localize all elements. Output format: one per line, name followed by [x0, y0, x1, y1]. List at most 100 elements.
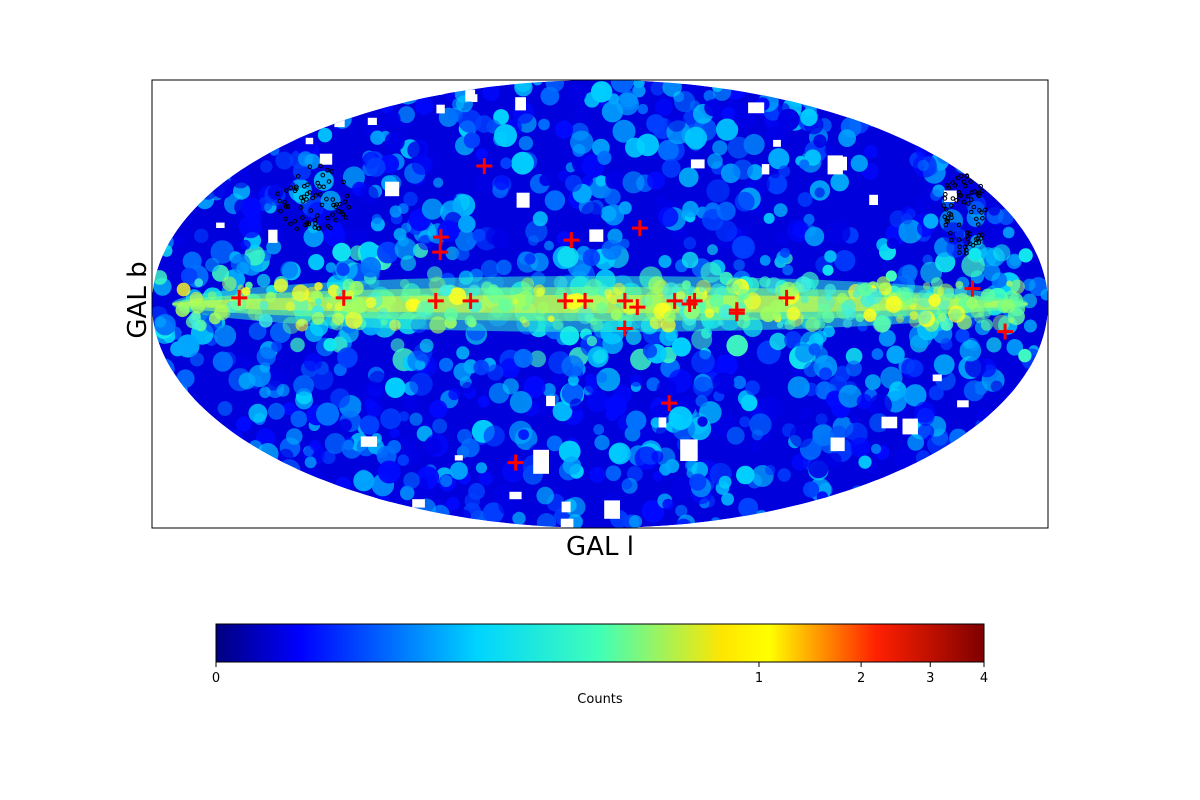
count-blob — [338, 418, 352, 433]
empty-pixel — [367, 117, 377, 125]
band-blob — [464, 315, 476, 327]
count-blob — [292, 162, 311, 181]
band-blob — [332, 312, 345, 326]
band-blob — [896, 315, 904, 324]
count-blob — [759, 255, 771, 266]
region-dot — [278, 208, 283, 214]
band-blob — [876, 276, 891, 290]
count-blob — [403, 191, 418, 207]
count-blob — [674, 91, 696, 113]
colorbar-tick-label: 4 — [980, 671, 988, 686]
region-dot — [307, 164, 313, 169]
count-blob — [259, 386, 271, 399]
count-blob — [556, 231, 572, 246]
band-blob — [552, 318, 564, 330]
count-blob — [804, 149, 821, 166]
count-blob — [751, 441, 763, 453]
count-blob — [275, 151, 294, 170]
count-blob — [267, 184, 284, 200]
count-blob — [389, 428, 400, 439]
region-dot — [964, 174, 970, 179]
region-dot — [942, 196, 948, 201]
count-blob — [706, 179, 730, 203]
region-dot — [288, 185, 294, 190]
region-dot — [976, 232, 982, 238]
count-blob — [212, 351, 233, 372]
source-marker — [666, 292, 683, 309]
count-blob — [876, 238, 890, 252]
band-blob — [521, 277, 535, 291]
count-blob — [482, 502, 504, 524]
region-dot — [304, 191, 310, 197]
count-blob — [732, 375, 747, 389]
count-blob — [605, 170, 625, 190]
x-axis-label: GAL l — [566, 532, 634, 562]
count-blob — [792, 222, 809, 238]
count-blob — [661, 159, 681, 178]
band-blob — [324, 293, 332, 302]
count-blob — [646, 377, 661, 392]
count-blob — [311, 367, 334, 391]
count-blob — [684, 126, 708, 150]
count-blob — [308, 254, 325, 271]
count-blob — [487, 364, 504, 381]
band-blob — [928, 294, 941, 307]
count-blob — [769, 166, 781, 179]
colorbar-tick-label: 0 — [212, 671, 220, 686]
region-dot — [325, 167, 330, 173]
count-blob — [988, 203, 1001, 216]
count-blob — [359, 415, 380, 435]
count-blob — [271, 341, 283, 352]
region-dot — [283, 204, 289, 209]
count-blob — [789, 424, 813, 448]
source-marker — [631, 220, 648, 237]
region-dot — [941, 203, 946, 208]
count-blob — [414, 359, 426, 371]
band-blob — [709, 294, 724, 308]
count-blob — [819, 367, 832, 381]
count-blob — [726, 426, 745, 445]
count-blob — [366, 401, 382, 417]
count-blob — [712, 372, 735, 395]
count-blob — [914, 196, 932, 214]
region-dot — [300, 199, 306, 204]
count-blob — [337, 347, 358, 368]
count-blob — [586, 390, 609, 413]
band-blob — [399, 279, 410, 289]
band-blob — [429, 316, 447, 334]
count-blob — [681, 251, 699, 269]
band-blob — [488, 284, 499, 295]
count-blob — [316, 402, 340, 426]
empty-pixel — [305, 137, 314, 145]
count-blob — [659, 328, 678, 347]
count-blob — [256, 273, 271, 288]
band-blob — [423, 304, 433, 315]
region-dot — [974, 216, 979, 222]
count-blob — [332, 242, 351, 262]
count-blob — [768, 148, 790, 170]
count-blob — [439, 357, 454, 372]
count-blob — [483, 425, 505, 447]
count-blob — [983, 263, 1001, 281]
count-blob — [401, 222, 412, 233]
band-blob — [241, 287, 251, 296]
band-blob — [909, 311, 919, 320]
band-blob — [326, 303, 333, 310]
region-dot — [967, 241, 973, 246]
count-blob — [759, 396, 777, 414]
source-marker — [335, 289, 352, 306]
count-blob — [570, 130, 594, 154]
region-dot — [973, 240, 979, 246]
count-blob — [205, 257, 220, 273]
region-dot — [312, 217, 318, 223]
count-blob — [500, 157, 512, 169]
count-blob — [886, 237, 899, 249]
count-blob — [303, 227, 324, 248]
band-blob — [511, 293, 527, 309]
region-dot — [972, 189, 978, 194]
count-blob — [568, 375, 579, 386]
band-blob — [553, 275, 568, 290]
count-blob — [304, 456, 317, 469]
count-blob — [618, 201, 632, 215]
band-blob — [292, 297, 309, 314]
